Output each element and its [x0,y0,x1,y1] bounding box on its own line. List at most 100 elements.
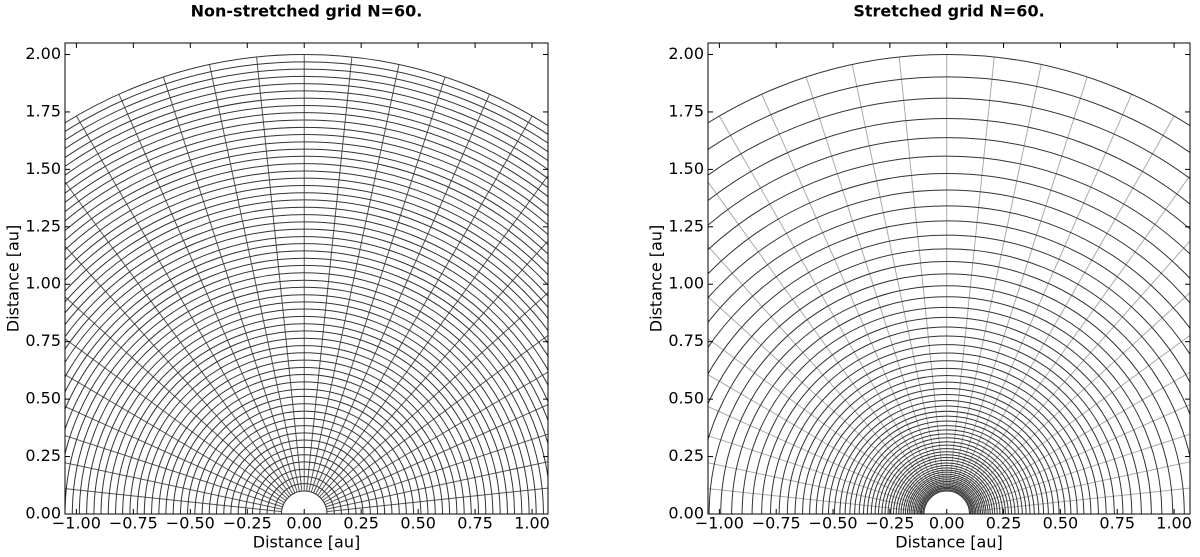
arc [65,148,548,246]
ray [966,371,1190,503]
ray [969,487,1190,513]
arc [65,68,548,144]
arc [115,323,494,514]
axes-frame [64,42,549,515]
arc [65,199,548,320]
arc [65,228,548,372]
arc [71,279,537,514]
arc [922,489,972,514]
arc [913,481,980,514]
x-tick-label: 0.00 [286,514,322,533]
arc [917,484,977,514]
arc [890,457,1004,514]
ray [961,240,1190,498]
x-tick-label: −1.00 [52,514,101,533]
arc [201,410,407,514]
arc [65,119,548,207]
y-tick-label: 0.25 [25,446,61,465]
arc [854,420,1040,514]
ray [959,174,1190,496]
ray [708,374,928,503]
arc [912,479,982,514]
arc [863,429,1031,514]
panel: −1.00 −0.75 −0.50 −0.25 0.00 0.25 0.50 0.75 1.00… [647,2,1192,552]
arc [237,447,371,514]
arc [216,425,393,514]
y-tick-label: 1.25 [25,216,61,235]
arc [893,459,1001,514]
x-tick-label: 0.50 [1043,514,1079,533]
ray [805,76,941,493]
arc [65,170,548,276]
arc [731,296,1163,514]
x-tick-label: 0.25 [343,514,379,533]
x-axis-label: Distance [au] [895,533,1002,552]
y-tick-label: 0.50 [668,389,704,408]
arc [915,482,978,514]
plot-area [708,54,1190,514]
arc [230,439,379,514]
x-tick-label: −0.25 [865,514,914,533]
x-tick-label: −0.50 [166,514,215,533]
arc [828,394,1066,514]
arc [172,381,436,514]
arc [273,483,335,514]
y-tick-label: 0.25 [668,446,704,465]
arc [223,432,386,514]
ray [950,64,1042,492]
x-tick-label: −0.75 [752,514,801,533]
arc [266,476,342,514]
ray [851,64,943,492]
arc [908,475,985,514]
y-axis-label: Distance [au] [4,225,23,332]
arc [906,473,987,514]
arc [844,410,1049,514]
arc [884,451,1009,514]
y-tick-label: 1.50 [668,159,704,178]
arc [158,367,451,514]
y-tick-label: 1.50 [25,159,61,178]
arc [881,448,1013,514]
arc [708,234,1190,384]
arc [778,344,1115,514]
arc [244,454,364,514]
ray [948,56,995,492]
x-tick-label: 0.75 [457,514,493,533]
arc [708,117,1190,205]
x-tick-label: −1.00 [695,514,744,533]
arc [708,97,1190,180]
panel: −1.00 −0.75 −0.50 −0.25 0.00 0.25 0.50 0.75 1.00… [4,2,550,552]
y-tick-label: 1.00 [25,274,61,293]
arc [815,381,1078,514]
plot-area [65,54,548,514]
y-tick-label: 1.75 [25,101,61,120]
arc [65,236,548,387]
ray [708,435,926,508]
arc [849,415,1045,514]
x-tick-label: 0.25 [986,514,1022,533]
arc [100,309,508,514]
arc [708,137,1190,230]
y-tick-label: 2.00 [668,44,704,63]
arc [165,374,444,514]
arc [65,163,548,266]
y-tick-label: 1.75 [668,101,704,120]
arc [143,352,465,514]
y-tick-label: 0.00 [25,504,61,523]
arc [180,388,429,514]
arc [65,126,548,217]
arc [910,477,983,514]
arc [93,301,516,514]
ray [708,338,929,501]
x-axis-label: Distance [au] [253,533,360,552]
arc [741,306,1152,514]
ray [968,433,1190,508]
y-tick-label: 0.75 [668,331,704,350]
arc [708,220,1190,356]
arc [65,105,548,189]
arc [904,471,989,514]
x-tick-label: 0.50 [400,514,436,533]
x-tick-label: −0.50 [809,514,858,533]
x-tick-label: 1.00 [1156,514,1192,533]
